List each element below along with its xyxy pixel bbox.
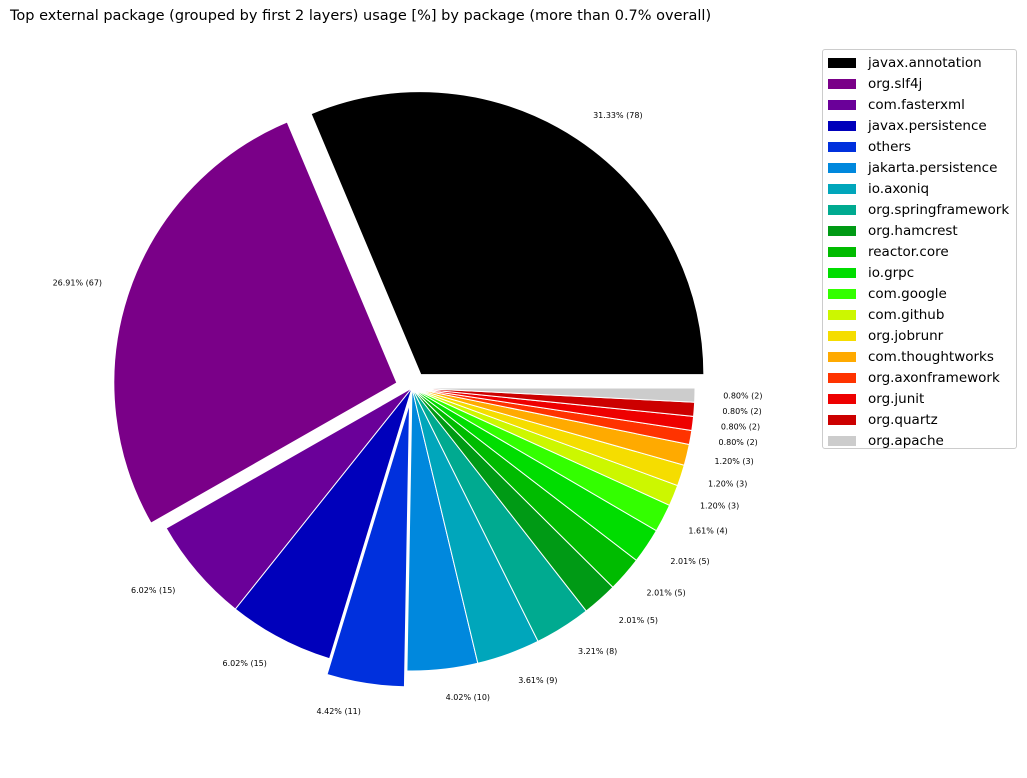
legend-label: org.springframework [868, 201, 1010, 218]
slice-label-org-junit: 0.80% (2) [721, 423, 760, 432]
slice-label-org-quartz: 0.80% (2) [722, 407, 761, 416]
slice-label-org-jobrunr: 1.20% (3) [708, 480, 747, 489]
legend-swatch [828, 141, 856, 152]
legend-label: org.junit [868, 390, 925, 407]
legend-swatch [828, 57, 856, 68]
legend-label: jakarta.persistence [868, 159, 998, 176]
legend-swatch [828, 162, 856, 173]
legend-item-javax-persistence: javax.persistence [828, 115, 987, 136]
pie-slice-org-slf4j [113, 121, 398, 524]
legend-item-org-quartz: org.quartz [828, 409, 938, 430]
legend-swatch [828, 351, 856, 362]
legend-swatch [828, 414, 856, 425]
legend-item-reactor-core: reactor.core [828, 241, 949, 262]
legend-label: com.fasterxml [868, 96, 965, 113]
legend-item-com-google: com.google [828, 283, 947, 304]
legend-label: com.google [868, 285, 947, 302]
pie-slice-javax-annotation [310, 91, 705, 376]
legend-swatch [828, 372, 856, 383]
legend-label: org.slf4j [868, 75, 923, 92]
legend-swatch [828, 330, 856, 341]
pie-slice-labels: 31.33% (78) 26.91% (67) 6.02% (15) 6.02% (1… [53, 111, 763, 716]
legend-label: others [868, 138, 911, 155]
legend-label: org.axonframework [868, 369, 1000, 386]
legend-item-org-apache: org.apache [828, 430, 944, 451]
chart-title: Top external package (grouped by first 2… [10, 8, 712, 24]
slice-label-javax-annotation: 31.33% (78) [593, 111, 642, 120]
legend-swatch [828, 309, 856, 320]
legend-item-io-axoniq: io.axoniq [828, 178, 929, 199]
slice-label-io-axoniq: 3.61% (9) [518, 676, 557, 685]
slice-label-jakarta-persistence: 4.02% (10) [446, 693, 490, 702]
pie-slice-org-apache [411, 387, 696, 403]
legend-swatch [828, 246, 856, 257]
slice-label-org-apache: 0.80% (2) [723, 391, 762, 400]
slice-label-com-github: 1.20% (3) [700, 502, 739, 511]
legend-swatch [828, 204, 856, 215]
legend-item-org-jobrunr: org.jobrunr [828, 325, 943, 346]
legend-swatch [828, 393, 856, 404]
slice-label-reactor-core: 2.01% (5) [646, 588, 685, 597]
pie-slice-others [326, 403, 411, 688]
legend-item-javax-annotation: javax.annotation [828, 52, 982, 73]
legend-swatch [828, 435, 856, 446]
pie-slice-javax-persistence [234, 387, 413, 660]
legend-label: io.grpc [868, 264, 915, 281]
legend-swatch [828, 78, 856, 89]
legend-label: org.apache [868, 432, 944, 449]
slice-label-others: 4.42% (11) [316, 707, 360, 716]
legend-item-org-slf4j: org.slf4j [828, 73, 922, 94]
slice-label-org-springframework: 3.21% (8) [578, 647, 617, 656]
legend-item-jakarta-persistence: jakarta.persistence [828, 157, 997, 178]
slice-label-org-hamcrest: 2.01% (5) [619, 616, 658, 625]
legend-item-org-springframework: org.springframework [828, 199, 1009, 220]
legend-label: javax.persistence [868, 117, 987, 134]
legend-swatch [828, 120, 856, 131]
slice-label-javax-persistence: 6.02% (15) [223, 659, 267, 668]
legend-item-org-junit: org.junit [828, 388, 924, 409]
legend-item-com-thoughtworks: com.thoughtworks [828, 346, 994, 367]
legend-item-org-axonframework: org.axonframework [828, 367, 1000, 388]
legend-item-others: others [828, 136, 911, 157]
legend-label: org.quartz [868, 411, 938, 428]
legend-label: javax.annotation [868, 54, 982, 71]
slice-label-com-fasterxml: 6.02% (15) [131, 586, 175, 595]
legend-swatch [828, 288, 856, 299]
legend-label: com.thoughtworks [868, 348, 994, 365]
legend-label: com.github [868, 306, 945, 323]
legend-item-org-hamcrest: org.hamcrest [828, 220, 958, 241]
legend-swatch [828, 183, 856, 194]
legend-label: org.hamcrest [868, 222, 958, 239]
legend-swatch [828, 225, 856, 236]
legend-label: org.jobrunr [868, 327, 944, 344]
legend: javax.annotation org.slf4j com.fasterxml ja… [822, 49, 1017, 449]
legend-item-io-grpc: io.grpc [828, 262, 914, 283]
legend-label: io.axoniq [868, 180, 930, 197]
pie-slices [113, 91, 705, 688]
legend-swatch [828, 267, 856, 278]
legend-swatch [828, 99, 856, 110]
slice-label-org-axonframework: 0.80% (2) [718, 438, 757, 447]
legend-label: reactor.core [868, 243, 949, 260]
slice-label-io-grpc: 2.01% (5) [670, 557, 709, 566]
slice-label-com-thoughtworks: 1.20% (3) [714, 457, 753, 466]
legend-item-com-fasterxml: com.fasterxml [828, 94, 965, 115]
slice-label-com-google: 1.61% (4) [688, 527, 727, 536]
legend-item-com-github: com.github [828, 304, 944, 325]
slice-label-org-slf4j: 26.91% (67) [53, 278, 102, 287]
